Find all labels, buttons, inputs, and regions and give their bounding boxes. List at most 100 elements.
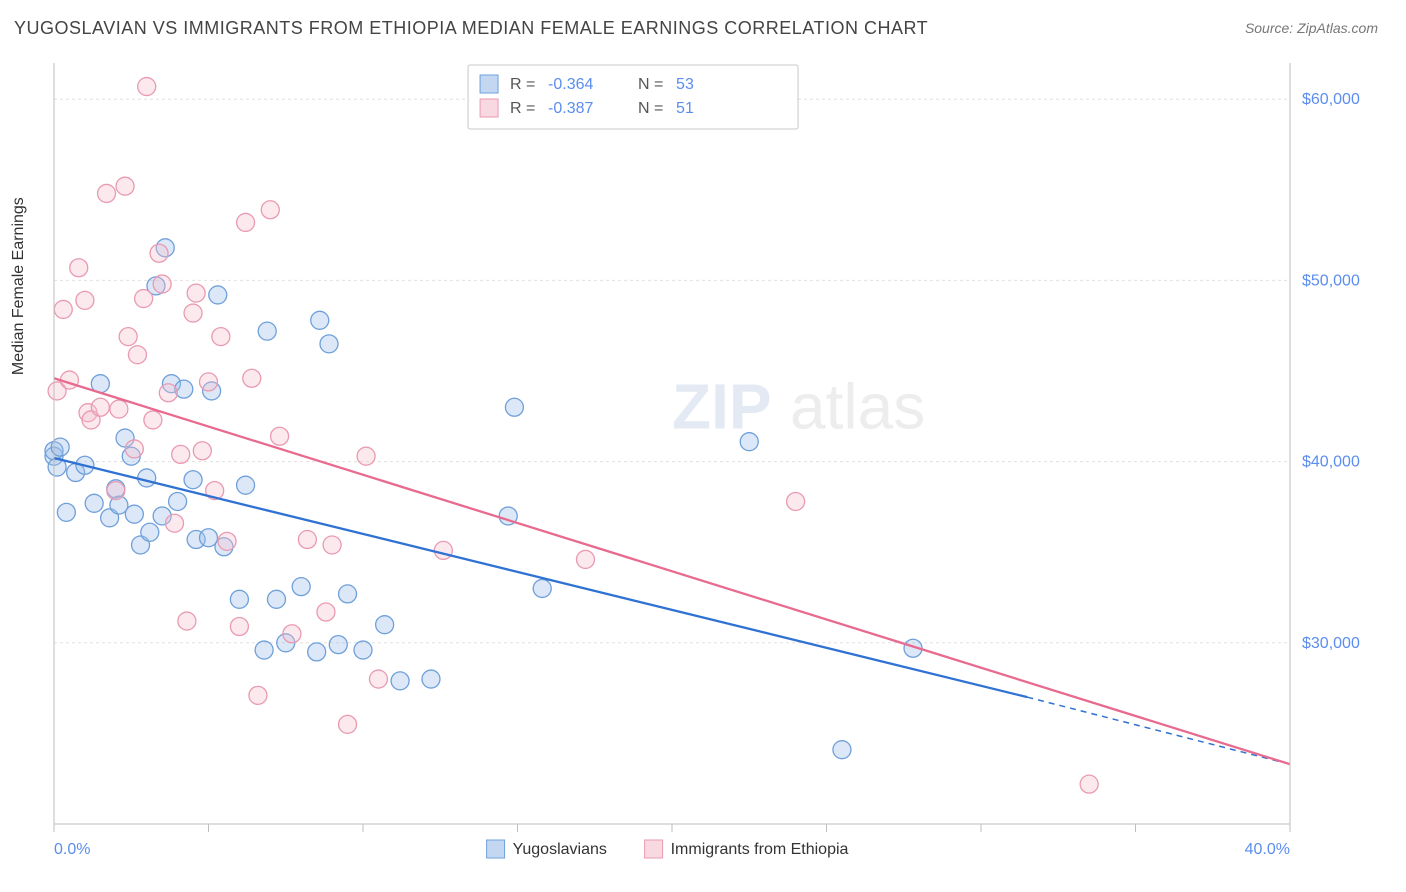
data-point xyxy=(172,445,190,463)
data-point xyxy=(787,492,805,510)
data-point xyxy=(212,328,230,346)
data-point xyxy=(267,590,285,608)
data-point xyxy=(209,286,227,304)
data-point xyxy=(249,686,267,704)
data-point xyxy=(298,531,316,549)
y-tick-label: $50,000 xyxy=(1302,272,1360,289)
data-point xyxy=(505,398,523,416)
data-point xyxy=(70,259,88,277)
data-point xyxy=(144,411,162,429)
legend-n-value: 53 xyxy=(676,76,694,93)
legend-swatch xyxy=(487,840,505,858)
data-point xyxy=(339,715,357,733)
data-point xyxy=(308,643,326,661)
data-point xyxy=(169,492,187,510)
data-point xyxy=(357,447,375,465)
data-point xyxy=(138,469,156,487)
legend-r-label: R = xyxy=(510,76,535,93)
data-point xyxy=(230,618,248,636)
data-point xyxy=(116,177,134,195)
svg-text:ZIP: ZIP xyxy=(672,370,772,442)
data-point xyxy=(135,290,153,308)
data-point xyxy=(107,482,125,500)
scatter-chart: $30,000 $40,000 $50,000 $60,000 ZIPatlas 0.0%… xyxy=(14,55,1386,872)
data-point xyxy=(119,328,137,346)
data-point xyxy=(283,625,301,643)
data-point xyxy=(434,541,452,559)
data-point xyxy=(740,433,758,451)
data-point xyxy=(243,369,261,387)
data-point xyxy=(329,636,347,654)
chart-title: YUGOSLAVIAN VS IMMIGRANTS FROM ETHIOPIA … xyxy=(14,18,928,39)
data-point xyxy=(85,494,103,512)
data-point xyxy=(533,579,551,597)
legend-series-label: Yugoslavians xyxy=(513,841,607,858)
data-point xyxy=(187,284,205,302)
data-point xyxy=(391,672,409,690)
y-tick-label: $30,000 xyxy=(1302,635,1360,652)
data-point xyxy=(128,346,146,364)
data-point xyxy=(125,505,143,523)
data-point xyxy=(1080,775,1098,793)
data-point xyxy=(98,184,116,202)
data-point xyxy=(255,641,273,659)
data-point xyxy=(317,603,335,621)
data-point xyxy=(354,641,372,659)
legend-n-value: 51 xyxy=(676,100,694,117)
data-point xyxy=(166,514,184,532)
data-point xyxy=(422,670,440,688)
legend-series-label: Immigrants from Ethiopia xyxy=(671,841,849,858)
legend-swatch xyxy=(480,75,498,93)
series-points xyxy=(48,78,1098,794)
data-point xyxy=(178,612,196,630)
data-point xyxy=(57,503,75,521)
legend-r-value: -0.364 xyxy=(548,76,593,93)
data-point xyxy=(125,440,143,458)
data-point xyxy=(141,523,159,541)
y-tick-label: $40,000 xyxy=(1302,454,1360,471)
svg-text:atlas: atlas xyxy=(790,370,925,442)
data-point xyxy=(311,311,329,329)
data-point xyxy=(110,400,128,418)
x-tick-label: 0.0% xyxy=(54,841,90,858)
data-point xyxy=(369,670,387,688)
data-point xyxy=(237,213,255,231)
trend-line-extension xyxy=(1027,697,1290,764)
y-axis-label: Median Female Earnings xyxy=(10,197,28,375)
legend-n-label: N = xyxy=(638,100,663,117)
data-point xyxy=(271,427,289,445)
data-point xyxy=(230,590,248,608)
data-point xyxy=(150,244,168,262)
trend-line xyxy=(54,458,1027,697)
data-point xyxy=(261,201,279,219)
data-point xyxy=(200,373,218,391)
legend-r-label: R = xyxy=(510,100,535,117)
x-tick-label: 40.0% xyxy=(1245,841,1290,858)
data-point xyxy=(320,335,338,353)
data-point xyxy=(76,291,94,309)
data-point xyxy=(237,476,255,494)
data-point xyxy=(339,585,357,603)
data-point xyxy=(184,304,202,322)
data-point xyxy=(91,398,109,416)
data-point xyxy=(258,322,276,340)
legend-r-value: -0.387 xyxy=(548,100,593,117)
data-point xyxy=(323,536,341,554)
chart-source: Source: ZipAtlas.com xyxy=(1245,20,1378,36)
data-point xyxy=(159,384,177,402)
data-point xyxy=(576,550,594,568)
data-point xyxy=(218,532,236,550)
data-point xyxy=(138,78,156,96)
legend-n-label: N = xyxy=(638,76,663,93)
legend-swatch xyxy=(480,99,498,117)
data-point xyxy=(153,275,171,293)
data-point xyxy=(184,471,202,489)
correlation-legend xyxy=(468,65,798,129)
data-point xyxy=(833,741,851,759)
data-point xyxy=(54,300,72,318)
data-point xyxy=(292,578,310,596)
data-point xyxy=(376,616,394,634)
y-tick-label: $60,000 xyxy=(1302,91,1360,108)
data-point xyxy=(193,442,211,460)
watermark: ZIPatlas xyxy=(672,370,925,442)
